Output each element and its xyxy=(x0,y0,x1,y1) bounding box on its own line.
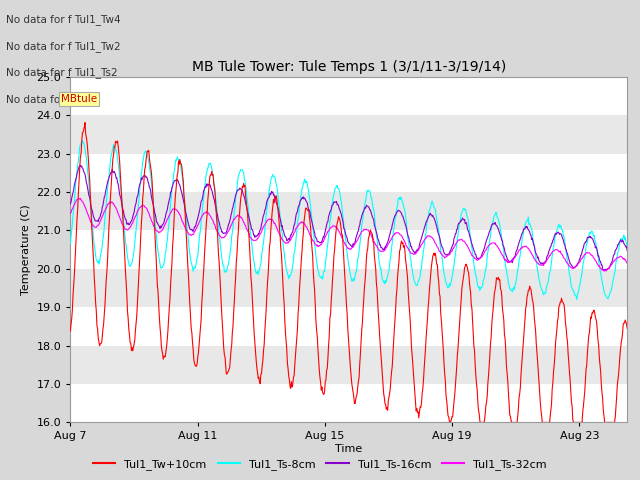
Legend: Tul1_Tw+10cm, Tul1_Ts-8cm, Tul1_Ts-16cm, Tul1_Ts-32cm: Tul1_Tw+10cm, Tul1_Ts-8cm, Tul1_Ts-16cm,… xyxy=(89,455,551,474)
X-axis label: Time: Time xyxy=(335,444,362,454)
Text: No data for f Tul1_Tw4: No data for f Tul1_Tw4 xyxy=(6,14,121,25)
Bar xyxy=(70,384,627,422)
Text: No data for f Tul1_Tw2: No data for f Tul1_Tw2 xyxy=(6,41,121,52)
Title: MB Tule Tower: Tule Temps 1 (3/1/11-3/19/14): MB Tule Tower: Tule Temps 1 (3/1/11-3/19… xyxy=(191,60,506,74)
Bar xyxy=(70,154,627,192)
Bar xyxy=(70,346,627,384)
Bar xyxy=(70,269,627,307)
Bar xyxy=(70,230,627,269)
Bar xyxy=(70,77,627,115)
Bar xyxy=(70,307,627,346)
Text: No data for f Tul1_Ts2: No data for f Tul1_Ts2 xyxy=(6,67,118,78)
Y-axis label: Temperature (C): Temperature (C) xyxy=(21,204,31,295)
Bar xyxy=(70,115,627,154)
Text: MBtule: MBtule xyxy=(61,94,97,104)
Text: No data for f_: No data for f_ xyxy=(6,94,77,105)
Bar xyxy=(70,192,627,230)
